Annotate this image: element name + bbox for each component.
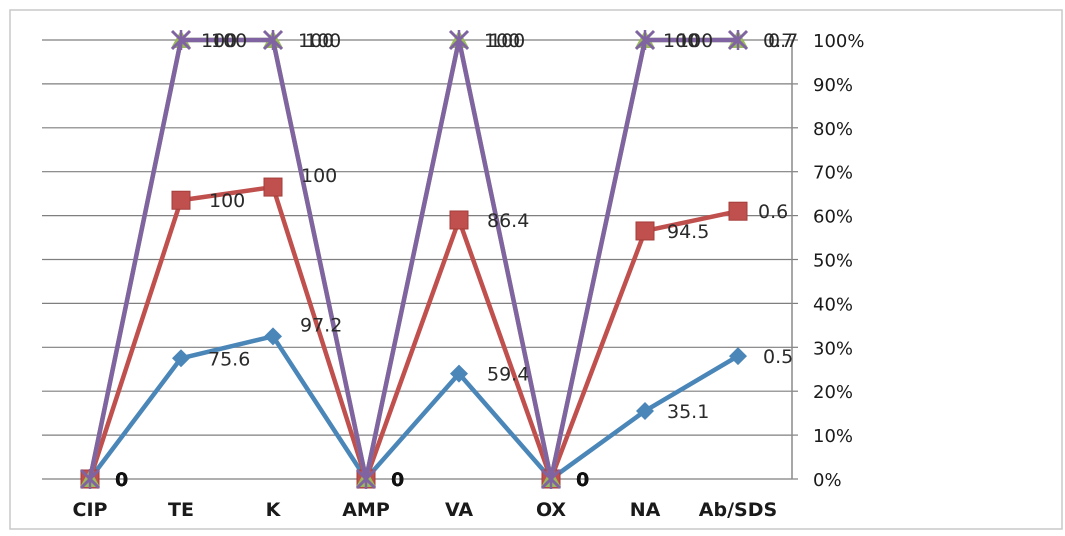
data-label: 100 — [663, 30, 699, 52]
x-marker — [448, 29, 470, 51]
data-label: 0 — [576, 469, 589, 491]
data-label: 75.6 — [208, 348, 250, 370]
data-label: 0.5 — [763, 346, 793, 368]
y-tick-label: 30% — [813, 338, 853, 359]
data-label: 100 — [211, 30, 247, 52]
x-marker — [727, 29, 749, 51]
data-label: 86.4 — [487, 210, 529, 232]
data-label: 0 — [115, 469, 128, 491]
x-category-label: Ab/SDS — [699, 499, 777, 521]
data-label: 0 — [115, 469, 128, 491]
square-marker — [449, 210, 469, 230]
data-label: 100 — [301, 165, 337, 187]
data-label: 0 — [391, 469, 404, 491]
y-tick-label: 90% — [813, 75, 853, 96]
diamond-marker — [636, 401, 654, 420]
data-labels: 075.697.2059.4035.10.50100100086.4094.50… — [115, 30, 798, 491]
x-category-label: TE — [168, 499, 194, 521]
data-label: 100 — [201, 30, 237, 52]
data-label: 0 — [391, 469, 404, 491]
diamond-marker — [450, 364, 468, 383]
diamond-marker — [264, 327, 282, 346]
data-label: 100 — [305, 30, 341, 52]
data-label: 100 — [209, 190, 245, 212]
x-category-label: K — [266, 499, 282, 521]
data-label: 0.7 — [768, 30, 798, 52]
x-category-label: OX — [536, 499, 566, 521]
gridlines — [42, 39, 798, 480]
data-label: 100 — [677, 30, 713, 52]
x-marker — [634, 29, 656, 51]
y-tick-label: 60% — [813, 207, 853, 228]
series-line — [87, 184, 739, 482]
diamond-marker — [729, 347, 747, 366]
x-marker — [170, 29, 192, 51]
y-tick-label: 70% — [813, 163, 853, 184]
y-tick-label: 80% — [813, 119, 853, 140]
series-line — [88, 334, 740, 482]
square-marker — [728, 201, 748, 221]
square-marker — [263, 177, 283, 197]
y-tick-label: 100% — [813, 31, 864, 52]
x-marker — [540, 468, 562, 490]
data-label: 0 — [576, 469, 589, 491]
square-marker — [635, 221, 655, 241]
diamond-marker — [172, 349, 190, 368]
data-label: 0 — [391, 469, 404, 491]
data-label: 0 — [576, 469, 589, 491]
data-label: 35.1 — [667, 401, 709, 423]
y-axis-ticks: 0% 10% 20% 30% 40% 50% 60% 70% 80% 90% 100% — [813, 31, 864, 491]
y-tick-label: 40% — [813, 294, 853, 315]
data-label: 0 — [115, 469, 128, 491]
data-label: 0 — [115, 469, 128, 491]
data-label: 100 — [489, 30, 525, 52]
x-marker — [79, 468, 101, 490]
x-marker — [262, 29, 284, 51]
square-marker — [171, 190, 191, 210]
data-label: 0 — [391, 469, 404, 491]
y-tick-label: 0% — [813, 470, 842, 491]
y-tick-label: 50% — [813, 251, 853, 272]
data-label: 97.2 — [300, 314, 342, 336]
x-category-label: NA — [630, 499, 661, 521]
y-tick-label: 20% — [813, 382, 853, 403]
series-group — [79, 29, 749, 490]
series-line — [87, 37, 738, 482]
data-label: 0 — [576, 469, 589, 491]
data-label: 100 — [298, 30, 334, 52]
data-label: 0.6 — [758, 201, 788, 223]
x-category-label: AMP — [342, 499, 390, 521]
x-category-label: VA — [445, 499, 473, 521]
x-axis-categories: CIP TE K AMP VA OX NA Ab/SDS — [73, 499, 778, 521]
data-label: 0.7 — [763, 30, 793, 52]
y-tick-label: 10% — [813, 426, 853, 447]
data-label: 94.5 — [667, 221, 709, 243]
x-marker — [355, 468, 377, 490]
data-label: 59.4 — [487, 364, 529, 386]
chart-border — [9, 9, 1063, 530]
data-label: 100 — [484, 30, 520, 52]
x-category-label: CIP — [73, 499, 108, 521]
